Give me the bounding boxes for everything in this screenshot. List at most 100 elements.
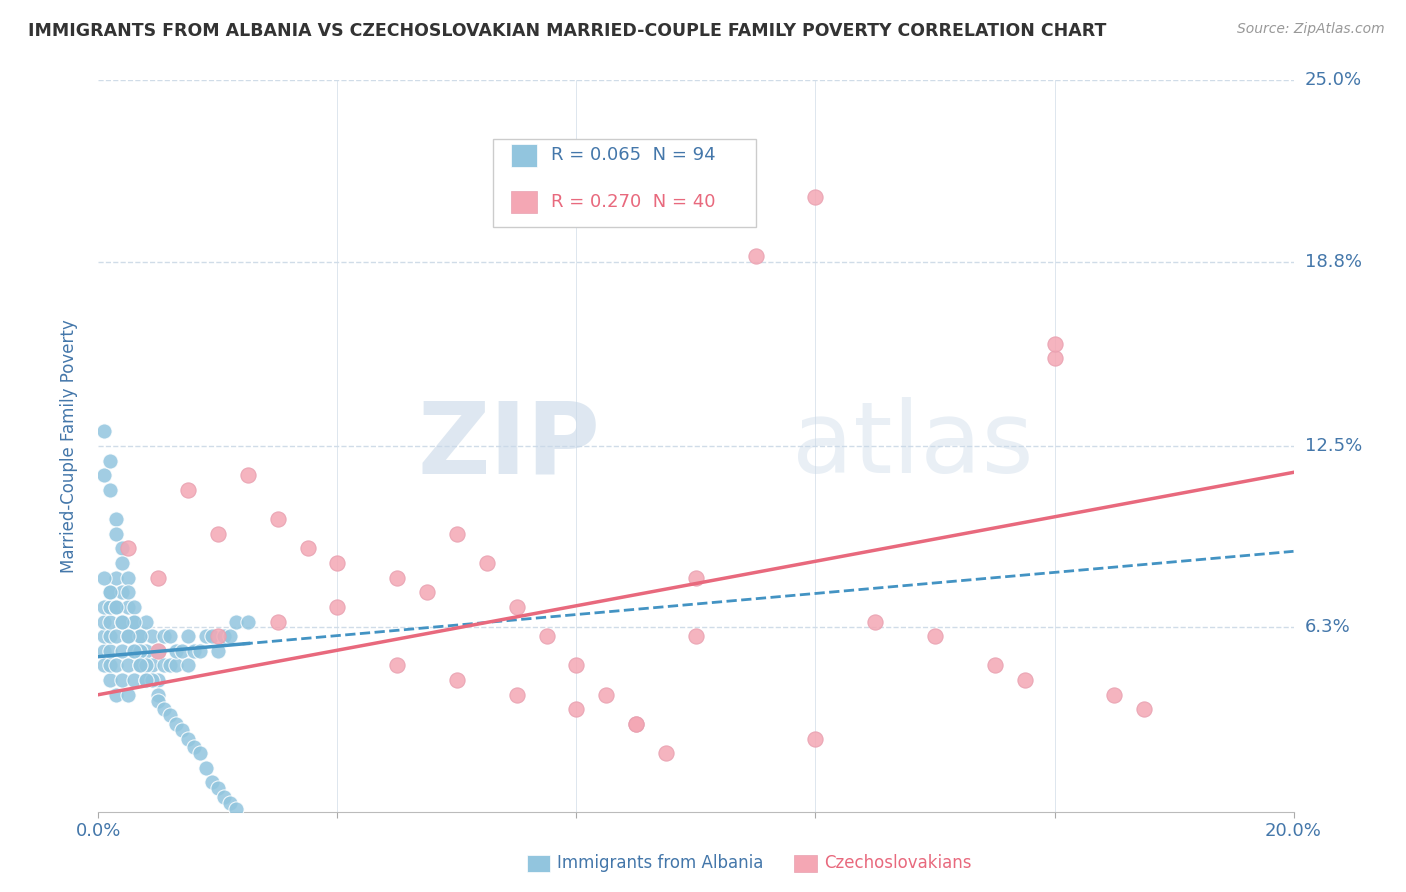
Point	[111, 644, 134, 658]
Bar	[510, 145, 537, 167]
Point	[865, 615, 887, 629]
Point	[105, 571, 128, 585]
Point	[93, 468, 115, 483]
Text: 25.0%: 25.0%	[1305, 71, 1362, 89]
Text: R = 0.065  N = 94: R = 0.065 N = 94	[551, 146, 716, 164]
Point	[177, 629, 200, 643]
Point	[236, 615, 259, 629]
Point	[1043, 336, 1066, 351]
Point	[159, 629, 181, 643]
Point	[141, 629, 163, 643]
Point	[385, 658, 409, 673]
Point	[141, 658, 163, 673]
Point	[326, 599, 349, 614]
Point	[626, 717, 648, 731]
Point	[195, 629, 218, 643]
Point	[129, 644, 152, 658]
Point	[1043, 351, 1066, 366]
Point	[117, 688, 139, 702]
Point	[98, 629, 122, 643]
Point	[212, 629, 235, 643]
Point	[201, 775, 224, 789]
Point	[165, 644, 187, 658]
Point	[655, 746, 678, 760]
Point	[326, 556, 349, 570]
Point	[135, 673, 157, 687]
Point	[124, 673, 146, 687]
Point	[159, 708, 181, 723]
Point	[98, 585, 122, 599]
Point	[124, 599, 146, 614]
Point	[135, 673, 157, 687]
Point	[297, 541, 319, 556]
Text: 18.8%: 18.8%	[1305, 252, 1361, 270]
Point	[111, 585, 134, 599]
Point	[98, 673, 122, 687]
Point	[111, 556, 134, 570]
Point	[93, 658, 115, 673]
Point	[117, 541, 139, 556]
Point	[111, 673, 134, 687]
Point	[159, 658, 181, 673]
Point	[626, 717, 648, 731]
Point	[446, 673, 468, 687]
Point	[148, 688, 170, 702]
Point	[565, 658, 588, 673]
Text: Czechoslovakians: Czechoslovakians	[824, 855, 972, 872]
Point	[93, 629, 115, 643]
Point	[105, 658, 128, 673]
Point	[475, 556, 498, 570]
Point	[124, 644, 146, 658]
Point	[117, 571, 139, 585]
Point	[416, 585, 439, 599]
Point	[1104, 688, 1126, 702]
Point	[177, 731, 200, 746]
Point	[183, 644, 205, 658]
Point	[93, 644, 115, 658]
Point	[183, 740, 205, 755]
Point	[446, 526, 468, 541]
Point	[93, 571, 115, 585]
Point	[267, 615, 290, 629]
Point	[93, 425, 115, 439]
Point	[506, 599, 529, 614]
Text: Immigrants from Albania: Immigrants from Albania	[557, 855, 763, 872]
Point	[111, 615, 134, 629]
Point	[93, 615, 115, 629]
Point	[135, 615, 157, 629]
Point	[98, 585, 122, 599]
Point	[117, 629, 139, 643]
Point	[98, 658, 122, 673]
Point	[172, 723, 194, 737]
Text: 6.3%: 6.3%	[1305, 618, 1350, 636]
Point	[105, 599, 128, 614]
Point	[207, 629, 229, 643]
Point	[105, 599, 128, 614]
Point	[148, 644, 170, 658]
Y-axis label: Married-Couple Family Poverty: Married-Couple Family Poverty	[59, 319, 77, 573]
Text: R = 0.270  N = 40: R = 0.270 N = 40	[551, 194, 716, 211]
Point	[135, 658, 157, 673]
Point	[267, 512, 290, 526]
Point	[111, 541, 134, 556]
Point	[385, 571, 409, 585]
Point	[98, 644, 122, 658]
Point	[124, 615, 146, 629]
Point	[98, 453, 122, 467]
Point	[148, 644, 170, 658]
Point	[207, 644, 229, 658]
Point	[1014, 673, 1036, 687]
Point	[595, 688, 617, 702]
Point	[117, 585, 139, 599]
Point	[148, 693, 170, 707]
Point	[219, 796, 242, 810]
Point	[201, 629, 224, 643]
Point	[745, 249, 768, 263]
Point	[105, 688, 128, 702]
Point	[236, 468, 259, 483]
Point	[98, 483, 122, 497]
Point	[153, 702, 176, 716]
Point	[111, 615, 134, 629]
Point	[141, 673, 163, 687]
Point	[117, 658, 139, 673]
